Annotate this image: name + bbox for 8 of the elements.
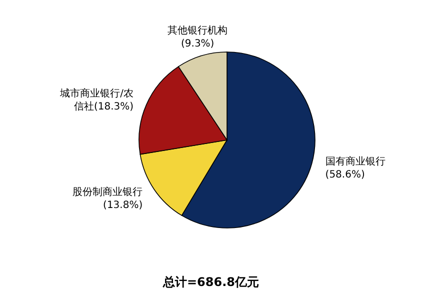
slice-label: 股份制商业银行 [72, 186, 143, 198]
slice-label: 国有商业银行 [325, 156, 386, 168]
text: 总计=686.8亿元 [162, 274, 260, 291]
slice-label: 其他银行机构 [168, 24, 228, 36]
data-label: (13.8%) [103, 200, 143, 211]
data-label: (9.3%) [181, 38, 214, 50]
data-label: (58.6%) [325, 170, 365, 181]
slice-label: 城市商业银行/农信社(18.3%) [59, 88, 134, 113]
